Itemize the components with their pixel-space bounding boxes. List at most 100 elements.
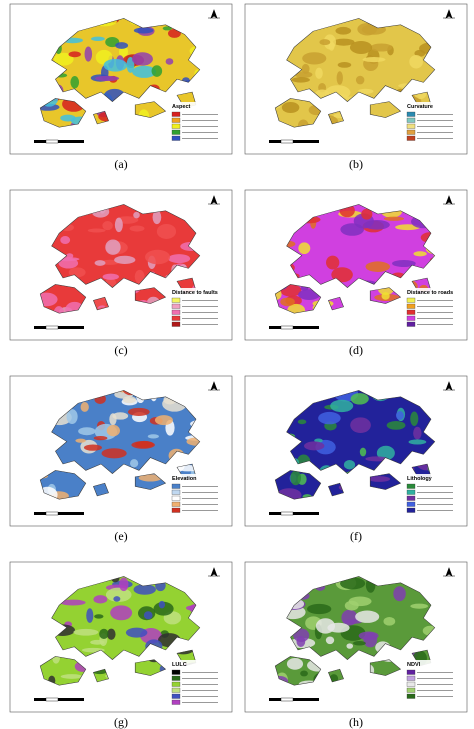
legend-text-placeholder xyxy=(182,138,218,139)
legend-swatch xyxy=(406,693,416,699)
map-zone xyxy=(126,56,135,73)
legend-swatch xyxy=(406,507,416,513)
north-arrow xyxy=(208,9,220,19)
legend-text-placeholder xyxy=(417,684,453,685)
map-zone xyxy=(383,617,396,626)
legend-text-placeholder xyxy=(417,324,453,325)
legend-swatch xyxy=(171,297,181,303)
map-zone xyxy=(68,51,81,58)
map-zone xyxy=(326,255,340,270)
legend-text-placeholder xyxy=(417,306,453,307)
north-arrow xyxy=(443,9,455,19)
scale-bar xyxy=(45,139,59,144)
map-zone xyxy=(346,643,354,649)
map-outline xyxy=(39,390,201,500)
map-panel: Distance to roads xyxy=(244,189,468,341)
legend-text-placeholder xyxy=(182,510,218,511)
map-zone xyxy=(376,445,395,461)
map-zone xyxy=(361,208,373,220)
map-zone xyxy=(337,62,352,68)
map-zone xyxy=(73,628,99,636)
legend-title: Lithology xyxy=(407,476,433,482)
map-zone xyxy=(75,438,86,443)
legend-swatch xyxy=(171,489,181,495)
legend-text-placeholder xyxy=(417,510,453,511)
map-zone xyxy=(410,411,419,427)
map-zone xyxy=(298,242,311,255)
map-zone xyxy=(134,269,145,284)
legend-swatch xyxy=(406,135,416,141)
map-zone xyxy=(162,26,172,31)
map-zone xyxy=(357,88,374,94)
map-zone xyxy=(133,211,140,219)
map-zone xyxy=(68,267,86,278)
north-arrow xyxy=(443,381,455,391)
legend-text-placeholder xyxy=(182,702,218,703)
map-outline xyxy=(274,204,436,314)
legend-swatch xyxy=(171,135,181,141)
panel-label: (d) xyxy=(349,343,363,357)
map-zone xyxy=(410,603,429,609)
map-zone xyxy=(129,225,145,232)
map-zone xyxy=(287,303,306,314)
legend-swatch xyxy=(171,309,181,315)
scale-bar xyxy=(280,139,294,144)
legend-text-placeholder xyxy=(182,132,218,133)
north-arrow xyxy=(208,567,220,577)
map-zone xyxy=(70,75,80,89)
map-zone xyxy=(135,440,154,448)
map-zone xyxy=(350,417,371,433)
map-zone xyxy=(359,447,367,457)
legend-swatch xyxy=(171,495,181,501)
map-zone xyxy=(294,71,313,78)
scale-bar xyxy=(34,698,84,701)
legend-swatch xyxy=(406,489,416,495)
legend-swatch xyxy=(171,693,181,699)
map-zone xyxy=(60,236,71,245)
legend-text-placeholder xyxy=(182,306,218,307)
map-zone xyxy=(325,636,335,645)
map-zone xyxy=(291,77,310,83)
legend-text-placeholder xyxy=(417,504,453,505)
map-zone xyxy=(296,636,306,647)
panel-label: (b) xyxy=(349,157,363,171)
legend-text-placeholder xyxy=(182,492,218,493)
map-zone xyxy=(336,71,343,85)
legend-title: Elevation xyxy=(172,476,197,482)
map-zone xyxy=(133,27,154,34)
legend-text-placeholder xyxy=(182,684,218,685)
map-zone xyxy=(330,399,354,413)
map-zone xyxy=(80,402,89,412)
map-zone xyxy=(101,448,127,459)
map-zone xyxy=(53,306,65,314)
legend-text-placeholder xyxy=(417,114,453,115)
legend-text-placeholder xyxy=(417,138,453,139)
scale-bar xyxy=(269,140,319,143)
map-zone xyxy=(300,670,308,677)
legend-swatch xyxy=(406,687,416,693)
north-arrow xyxy=(443,195,455,205)
map-outline xyxy=(39,576,201,686)
legend-text-placeholder xyxy=(182,690,218,691)
map-zone xyxy=(102,221,113,231)
legend-text-placeholder xyxy=(417,678,453,679)
legend-text-placeholder xyxy=(417,486,453,487)
map-base xyxy=(275,18,435,128)
legend-swatch xyxy=(171,111,181,117)
map-zone xyxy=(348,596,372,607)
map-zone xyxy=(355,610,380,623)
map-zone xyxy=(393,586,406,602)
map-zone xyxy=(147,434,159,439)
map-zone xyxy=(86,608,94,623)
map-zone xyxy=(110,605,133,621)
legend-swatch xyxy=(406,123,416,129)
legend-swatch xyxy=(171,669,181,675)
legend-swatch xyxy=(406,669,416,675)
legend-text-placeholder xyxy=(182,678,218,679)
map-panel: Elevation xyxy=(9,375,233,527)
legend-swatch xyxy=(171,315,181,321)
legend-swatch xyxy=(171,675,181,681)
map-zone xyxy=(154,415,173,426)
map-zone xyxy=(107,628,116,640)
